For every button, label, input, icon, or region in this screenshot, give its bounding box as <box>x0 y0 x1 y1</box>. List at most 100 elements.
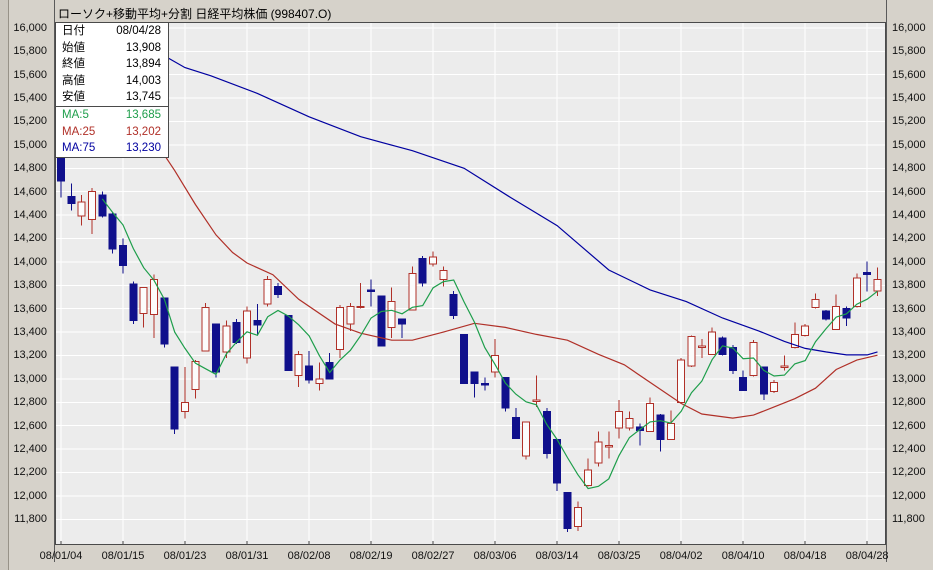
x-axis-label: 08/01/15 <box>101 550 145 562</box>
candle-body <box>811 298 820 308</box>
y-axis-label: 13,600 <box>892 302 926 315</box>
ma-rows: MA:5 13,685 MA:25 13,202 MA:75 13,230 <box>56 105 168 157</box>
y-axis-label: 12,200 <box>13 466 47 479</box>
info-row-value: 13,685 <box>125 108 161 121</box>
plot-left-border <box>54 0 55 562</box>
candle-body <box>315 378 324 385</box>
candle-body <box>852 277 861 307</box>
candle-body <box>98 194 107 217</box>
y-axis-label: 13,800 <box>892 279 926 292</box>
info-row-label: 安値 <box>62 91 85 104</box>
x-axis-label: 08/02/27 <box>411 550 455 562</box>
y-axis-label: 15,600 <box>13 68 47 81</box>
x-axis-label: 08/03/06 <box>473 550 517 562</box>
y-axis-label: 14,800 <box>892 162 926 175</box>
y-axis-label: 12,400 <box>13 443 47 456</box>
candlestick-chart[interactable] <box>55 22 886 545</box>
candle-body <box>821 310 830 320</box>
y-axis-label: 15,600 <box>892 68 926 81</box>
y-axis-label: 12,800 <box>892 396 926 409</box>
plot-right-border <box>886 0 887 562</box>
y-axis-label: 12,000 <box>13 489 47 502</box>
y-axis-label: 15,400 <box>892 92 926 105</box>
y-axis-label: 15,800 <box>13 45 47 58</box>
candle-body <box>212 323 221 373</box>
y-axis-label: 15,200 <box>892 115 926 128</box>
chart-title: ローソク+移動平均+分割 日経平均株価 (998407.O) <box>58 7 332 21</box>
candle-body <box>253 319 262 326</box>
candle-body <box>418 257 427 284</box>
candle-body <box>263 278 272 305</box>
x-axis-label: 08/01/23 <box>163 550 207 562</box>
y-axis-label: 14,600 <box>892 185 926 198</box>
y-axis-label: 13,000 <box>13 372 47 385</box>
candle-body <box>470 371 479 385</box>
ohlc-rows: 日付 08/04/28 始値 13,908 終値 13,894 高値 14,003 安値 13,7… <box>56 23 168 106</box>
y-axis-label: 16,000 <box>892 21 926 34</box>
ma75-line <box>164 55 878 356</box>
ohlc-info-box: 日付 08/04/28 始値 13,908 終値 13,894 高値 14,003 安値 13,7… <box>55 22 169 158</box>
info-row-label: 高値 <box>62 74 85 87</box>
candle-body <box>387 301 396 328</box>
plot-border <box>55 22 886 545</box>
candle-body <box>594 441 603 464</box>
y-axis-label: 11,800 <box>892 513 925 526</box>
y-axis-label: 15,400 <box>13 92 47 105</box>
candle-body <box>305 365 314 381</box>
x-axis-label: 08/02/08 <box>287 550 331 562</box>
info-row-value: 13,894 <box>125 58 161 71</box>
y-axis-label: 13,200 <box>13 349 47 362</box>
candle-body <box>656 414 665 441</box>
candle-body <box>873 278 882 292</box>
y-axis-label: 14,000 <box>13 255 47 268</box>
y-axis-label: 12,400 <box>892 443 926 456</box>
candle-body <box>119 244 128 266</box>
candle-body <box>770 381 779 393</box>
x-axis-label: 08/04/02 <box>659 550 703 562</box>
candle-body <box>170 366 179 430</box>
candle-body <box>759 366 768 395</box>
info-row: MA:75 13,230 <box>56 140 168 157</box>
info-row: 高値 14,003 <box>56 73 168 90</box>
ma25-line <box>161 151 878 419</box>
info-row-label: 始値 <box>62 41 85 54</box>
candle-body <box>666 422 675 441</box>
candle-body <box>677 359 686 403</box>
y-axis-label: 12,200 <box>892 466 926 479</box>
candle-body <box>522 421 531 457</box>
candle-body <box>460 333 469 385</box>
candle-body <box>274 285 283 296</box>
candle-body <box>356 305 365 309</box>
info-row-value: 14,003 <box>125 74 161 87</box>
candle-body <box>129 283 138 321</box>
candle-body <box>697 345 706 348</box>
y-axis-label: 13,400 <box>13 326 47 339</box>
candle-body <box>57 157 65 182</box>
y-axis-label: 13,000 <box>892 372 926 385</box>
info-row-label: MA:25 <box>62 125 96 138</box>
y-axis-label: 14,400 <box>892 209 926 222</box>
info-row-value: 13,230 <box>125 142 161 155</box>
candle-body <box>88 191 97 221</box>
candle-body <box>429 256 438 265</box>
info-row-value: 08/04/28 <box>116 25 161 37</box>
y-axis-label: 14,000 <box>892 255 926 268</box>
candle-body <box>398 318 407 325</box>
candle-body <box>408 273 417 311</box>
y-axis-label: 15,000 <box>892 138 926 151</box>
info-row: 始値 13,908 <box>56 40 168 57</box>
y-axis-label: 14,400 <box>13 209 47 222</box>
candle-body <box>708 331 717 355</box>
y-axis-label: 12,000 <box>892 489 926 502</box>
chart-plot-area[interactable] <box>55 22 886 545</box>
ma5-line <box>101 198 878 490</box>
candle-body <box>801 325 810 337</box>
candle-body <box>346 305 355 325</box>
candle-body <box>573 507 582 527</box>
candle-body <box>553 439 562 484</box>
y-axis-label: 12,600 <box>892 419 926 432</box>
candle-body <box>532 399 541 402</box>
y-axis-label: 15,200 <box>13 115 47 128</box>
candle-body <box>739 377 748 392</box>
candle-body <box>604 445 613 448</box>
